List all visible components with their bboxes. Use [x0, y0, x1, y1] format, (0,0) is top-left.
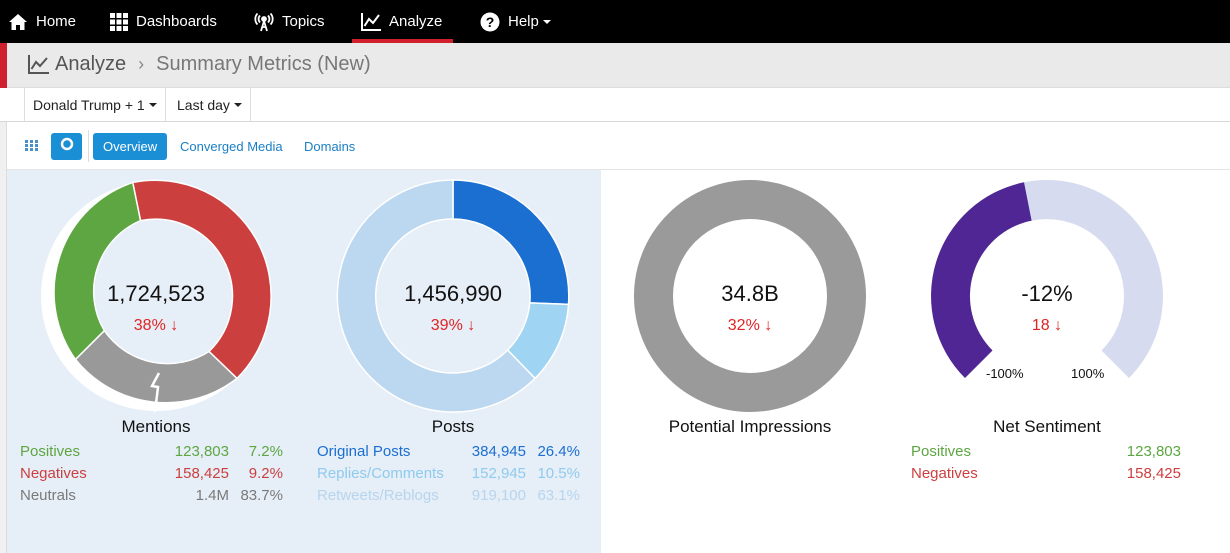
tab-domains[interactable]: Domains	[304, 139, 356, 154]
original-posts-count: 384,945	[471, 443, 526, 460]
negatives-label: Negatives	[20, 465, 87, 482]
mentions-neutrals-row: Neutrals 1.4M 83.7%	[20, 487, 285, 509]
chart-line-icon	[28, 55, 49, 74]
neutrals-pct: 83.7%	[240, 487, 283, 504]
tab-overview[interactable]: Overview	[93, 133, 168, 160]
sentiment-value: -12%	[1021, 281, 1073, 306]
tab-converged-media[interactable]: Converged Media	[180, 139, 283, 154]
grid-view-button[interactable]	[16, 133, 47, 160]
retweets-label: Retweets/Reblogs	[317, 487, 439, 504]
axis-break-icon	[150, 372, 161, 413]
nav-help-label: Help	[508, 13, 539, 30]
nav-topics[interactable]: Topics	[254, 0, 325, 43]
sentiment-fill-arc[interactable]	[931, 182, 1032, 378]
nav-dashboards-label: Dashboards	[136, 13, 217, 30]
posts-change: 39% ↓	[430, 317, 476, 334]
replies-count: 152,945	[471, 465, 526, 482]
home-icon	[8, 13, 28, 31]
range-filter-label: Last day	[177, 97, 230, 113]
positives-count: 123,803	[174, 443, 229, 460]
breadcrumb: Analyze › Summary Metrics (New)	[0, 43, 1230, 88]
impressions-change: 32% ↓	[727, 317, 773, 334]
left-strip	[0, 88, 7, 553]
original-posts-pct: 26.4%	[537, 443, 580, 460]
impressions-value: 34.8B	[721, 281, 779, 306]
mentions-donut[interactable]	[38, 178, 274, 414]
sentiment-change: 18 ↓	[1031, 317, 1063, 334]
nav-dashboards[interactable]: Dashboards	[110, 0, 217, 43]
mentions-negative-arc[interactable]	[131, 179, 272, 380]
retweets-count: 919,100	[471, 487, 526, 504]
mentions-positives-row: Positives 123,803 7.2%	[20, 443, 285, 465]
nav-analyze[interactable]: Analyze	[352, 0, 453, 43]
broadcast-icon	[254, 12, 274, 32]
impressions-arc[interactable]	[634, 180, 866, 412]
sentiment-negatives-row: Negatives 158,425	[911, 465, 1183, 487]
range-filter[interactable]: Last day	[169, 88, 251, 122]
gauge-min-label: -100%	[986, 366, 1024, 381]
mentions-value: 1,724,523	[107, 281, 205, 306]
posts-retweets-arc[interactable]	[336, 179, 537, 413]
topic-filter[interactable]: Donald Trump + 1	[24, 88, 166, 122]
posts-value: 1,456,990	[404, 281, 502, 306]
posts-retweets-row: Retweets/Reblogs 919,100 63.1%	[317, 487, 582, 509]
gauge-max-label: 100%	[1071, 366, 1105, 381]
nav-analyze-label: Analyze	[389, 13, 443, 30]
negatives-pct: 9.2%	[248, 465, 283, 482]
view-tabs: Overview Converged Media Domains	[7, 122, 1230, 170]
chevron-right-icon: ›	[138, 54, 145, 74]
neutrals-label: Neutrals	[20, 487, 76, 504]
chevron-down-icon	[148, 103, 157, 107]
top-nav: Home Dashboards Topics Ana	[0, 0, 1230, 43]
sentiment-title: Net Sentiment	[993, 417, 1101, 436]
svg-text:?: ?	[486, 14, 495, 30]
grid-icon	[110, 12, 128, 31]
mentions-change: 38% ↓	[133, 317, 179, 334]
negatives-count: 158,425	[174, 465, 229, 482]
sentiment-positives-row: Positives 123,803	[911, 443, 1183, 465]
positives-label: Positives	[911, 443, 972, 460]
topic-filter-label: Donald Trump + 1	[33, 97, 145, 113]
negatives-count: 158,425	[1126, 465, 1181, 482]
posts-original-row: Original Posts 384,945 26.4%	[317, 443, 582, 465]
mentions-neutral-arc[interactable]	[74, 329, 239, 404]
replies-label: Replies/Comments	[317, 465, 444, 482]
neutrals-count: 1.4M	[195, 487, 229, 504]
posts-donut[interactable]	[335, 178, 571, 414]
filter-bar: Donald Trump + 1 Last day	[0, 88, 1230, 122]
replies-pct: 10.5%	[537, 465, 580, 482]
question-icon: ?	[480, 12, 500, 32]
chevron-down-icon	[233, 103, 242, 107]
page-title: Summary Metrics (New)	[156, 53, 371, 75]
retweets-pct: 63.1%	[537, 487, 580, 504]
accent-tab	[0, 43, 7, 88]
impressions-donut[interactable]	[632, 178, 868, 414]
posts-replies-row: Replies/Comments 152,945 10.5%	[317, 465, 582, 487]
nav-topics-label: Topics	[282, 13, 325, 30]
posts-title: Posts	[431, 417, 475, 436]
sentiment-gauge[interactable]	[929, 178, 1165, 414]
donut-view-button[interactable]	[51, 133, 82, 160]
mentions-title: Mentions	[121, 417, 191, 436]
breadcrumb-section[interactable]: Analyze	[55, 53, 127, 75]
positives-pct: 7.2%	[248, 443, 283, 460]
negatives-label: Negatives	[911, 465, 978, 482]
mentions-negatives-row: Negatives 158,425 9.2%	[20, 465, 285, 487]
nav-home[interactable]: Home	[8, 0, 76, 43]
divider	[88, 130, 89, 162]
chevron-down-icon	[542, 19, 551, 24]
mentions-positive-arc[interactable]	[53, 181, 142, 361]
grid-icon	[25, 138, 38, 156]
chart-line-icon	[361, 12, 381, 31]
positives-count: 123,803	[1126, 443, 1181, 460]
positives-label: Positives	[20, 443, 81, 460]
nav-help[interactable]: ? Help	[480, 0, 551, 43]
donut-icon	[60, 137, 74, 156]
original-posts-label: Original Posts	[317, 443, 411, 460]
impressions-title: Potential Impressions	[668, 417, 832, 436]
nav-home-label: Home	[36, 13, 77, 30]
